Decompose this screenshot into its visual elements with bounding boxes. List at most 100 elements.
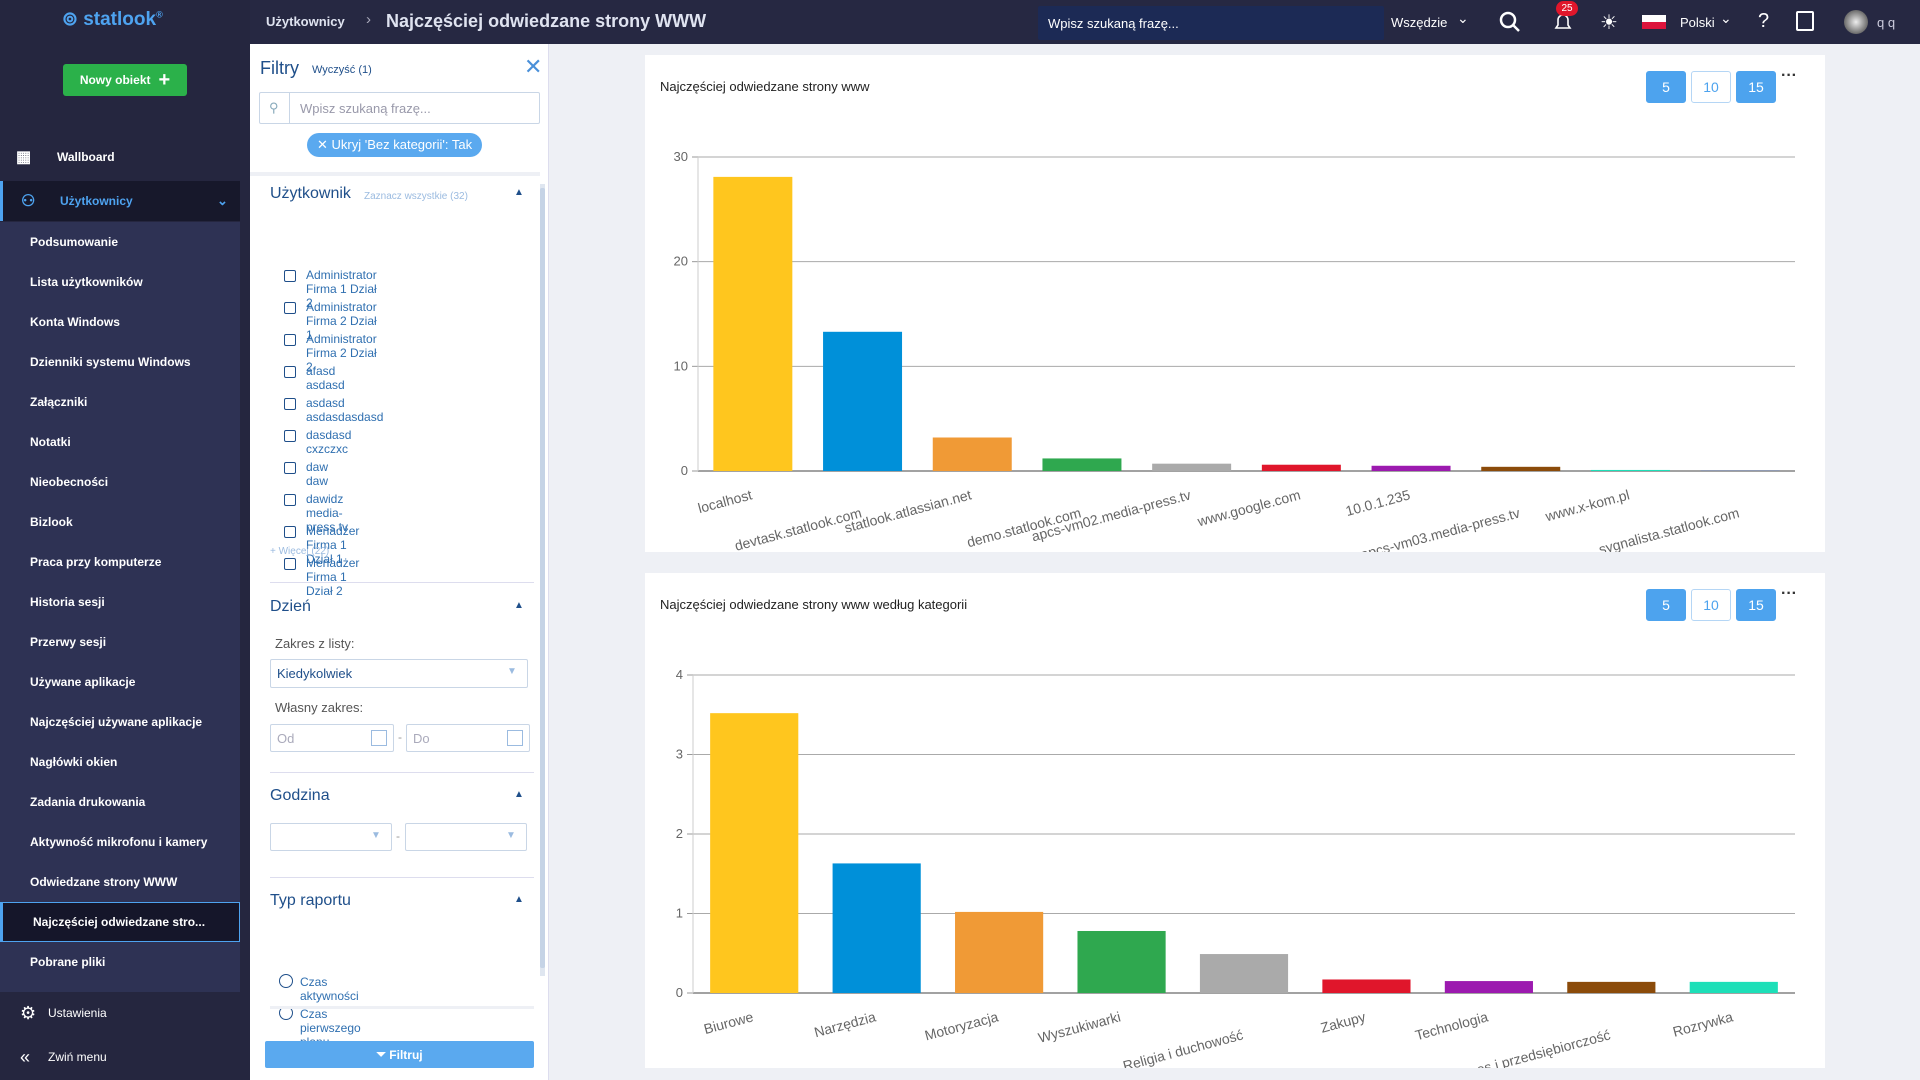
search-placeholder: Wpisz szukaną frazę... <box>300 101 431 116</box>
checkbox[interactable] <box>284 526 296 538</box>
submenu-item[interactable]: Zadania drukowania <box>0 782 240 822</box>
submenu-item[interactable]: Dzienniki systemu Windows <box>0 342 240 382</box>
filter-search[interactable]: ⚲ Wpisz szukaną frazę... <box>259 92 540 124</box>
section-title[interactable]: Typ raportu <box>270 892 351 909</box>
page-size-button[interactable]: 5 <box>1646 589 1686 621</box>
bar <box>710 713 799 993</box>
bar <box>932 437 1012 471</box>
date-to[interactable]: Do <box>406 724 530 752</box>
menu-label: Użytkownicy <box>60 194 133 208</box>
submenu-item[interactable]: Załączniki <box>0 382 240 422</box>
new-object-button[interactable]: Nowy obiekt + <box>63 64 187 96</box>
user-name[interactable]: q q <box>1877 15 1896 30</box>
checkbox-label[interactable]: daw daw <box>306 460 329 488</box>
search-box[interactable]: Wpisz szukaną frazę... <box>1038 6 1384 40</box>
menu-icon: ⚙ <box>20 1002 37 1023</box>
checkbox[interactable] <box>284 366 296 378</box>
checkbox-label[interactable]: asdasd asdasdasdasd <box>306 396 384 424</box>
more-menu[interactable]: ··· <box>1781 67 1797 84</box>
language[interactable]: Polski <box>1680 15 1715 30</box>
tasks-icon[interactable] <box>1796 11 1814 31</box>
menu-item[interactable]: ▦ Wallboard <box>0 137 240 177</box>
theme-icon[interactable]: ☀ <box>1600 12 1618 34</box>
bar <box>832 863 921 993</box>
hour-to[interactable]: ▼ <box>405 823 527 851</box>
range-select[interactable]: Kiedykolwiek ▼ <box>270 659 528 688</box>
page-size-button[interactable]: 15 <box>1736 71 1776 103</box>
breadcrumb[interactable]: Użytkownicy <box>266 14 345 29</box>
checkbox-label[interactable]: Administrator Firma 1 Dział 2 <box>306 268 377 310</box>
checkbox-label[interactable]: Administrator Firma 2 Dział 2 <box>306 332 377 374</box>
checkbox[interactable] <box>284 302 296 314</box>
menu-label: Nagłówki okien <box>30 755 118 769</box>
x-tick-label: Motoryzacja <box>923 1008 1000 1043</box>
section-title[interactable]: Godzina <box>270 787 330 804</box>
menu-item[interactable]: « Zwiń menu <box>0 1041 240 1073</box>
field-label: Własny zakres: <box>275 700 364 715</box>
checkbox[interactable] <box>284 462 296 474</box>
page-size-button[interactable]: 15 <box>1736 589 1776 621</box>
bar <box>1444 981 1533 993</box>
date-from[interactable]: Od <box>270 724 394 752</box>
submenu-item[interactable]: Konta Windows <box>0 302 240 342</box>
checkbox-label[interactable]: dasdasd cxzczxc <box>306 428 352 456</box>
more-menu[interactable]: ··· <box>1781 585 1797 602</box>
chart: 0 1 2 3 4 Biurowe Narzędzia Motoryzacja Wyszukiw… <box>676 667 1795 1068</box>
close-icon[interactable]: ✕ <box>524 54 543 79</box>
submenu-item[interactable]: Praca przy komputerze <box>0 542 240 582</box>
date-placeholder: Do <box>413 731 430 746</box>
checkbox[interactable] <box>284 270 296 282</box>
page-size-button[interactable]: 10 <box>1691 71 1731 103</box>
avatar[interactable] <box>1844 10 1868 34</box>
help-icon[interactable]: ? <box>1758 10 1770 32</box>
submenu-item[interactable]: Nagłówki okien <box>0 742 240 782</box>
checkbox-label[interactable]: Menadżer Firma 1 Dział 1 <box>306 524 360 566</box>
x-tick-label: www.x-kom.pl <box>1543 486 1632 524</box>
dash: - <box>396 829 400 843</box>
checkbox[interactable] <box>284 494 296 506</box>
hour-from[interactable]: ▼ <box>270 823 392 851</box>
submenu-item[interactable]: Aktywność mikrofonu i kamery <box>0 822 240 862</box>
submenu-item[interactable]: Bizlook <box>0 502 240 542</box>
submenu-item[interactable]: Najczęściej używane aplikacje <box>0 702 240 742</box>
search-icon[interactable] <box>1498 10 1522 34</box>
checkbox-label[interactable]: dawidz media-press.tv <box>306 492 349 534</box>
checkbox[interactable] <box>284 398 296 410</box>
submenu-item[interactable]: Historia sesji <box>0 582 240 622</box>
menu-item[interactable]: ⚙ Ustawienia <box>0 997 240 1029</box>
page-size-button[interactable]: 5 <box>1646 71 1686 103</box>
checkbox-label[interactable]: Administrator Firma 2 Dział 1 <box>306 300 377 342</box>
radio-label[interactable]: Czas aktywności <box>300 975 359 1003</box>
checkbox[interactable] <box>284 558 296 570</box>
submenu-item[interactable]: Odwiedzane strony WWW <box>0 862 240 902</box>
collapse-icon[interactable]: ▲ <box>514 187 524 198</box>
submenu-item[interactable]: Nieobecności <box>0 462 240 502</box>
page-size-button[interactable]: 10 <box>1691 589 1731 621</box>
menu-item[interactable]: ⚇ Użytkownicy ⌄ <box>0 181 240 221</box>
search-scope[interactable]: Wszędzie <box>1391 15 1448 30</box>
more-link[interactable]: + Więcej (22) <box>270 546 330 557</box>
filter-chip[interactable]: ✕ Ukryj 'Bez kategorii': Tak <box>307 133 483 157</box>
checkbox-label[interactable]: afasd asdasd <box>306 364 345 392</box>
section-title[interactable]: Użytkownik <box>270 185 351 202</box>
clear-filters[interactable]: Wyczyść (1) <box>312 64 372 76</box>
submenu-item[interactable]: Pobrane pliki <box>0 942 240 982</box>
select-all[interactable]: Zaznacz wszystkie (32) <box>364 191 468 202</box>
checkbox[interactable] <box>284 430 296 442</box>
submenu-item[interactable]: Używane aplikacje <box>0 662 240 702</box>
search-glyph: ⚲ <box>269 100 279 115</box>
radio[interactable] <box>279 974 293 988</box>
section-title[interactable]: Dzień <box>270 598 311 615</box>
checkbox[interactable] <box>284 334 296 346</box>
submenu-item[interactable]: Najczęściej odwiedzane stro... <box>0 902 240 942</box>
x-tick-label: Wyszukiwarki <box>1036 1008 1122 1045</box>
menu-label: Praca przy komputerze <box>30 555 162 569</box>
menu-label: Załączniki <box>30 395 88 409</box>
submenu-item[interactable]: Przerwy sesji <box>0 622 240 662</box>
checkbox-label[interactable]: Menadżer Firma 1 Dział 2 <box>306 556 360 598</box>
submenu-item[interactable]: Podsumowanie <box>0 222 240 262</box>
menu-label: Dzienniki systemu Windows <box>30 355 191 369</box>
submenu-item[interactable]: Notatki <box>0 422 240 462</box>
submenu-item[interactable]: Lista użytkowników <box>0 262 240 302</box>
apply-button[interactable]: ⏷ Filtruj <box>265 1041 534 1068</box>
